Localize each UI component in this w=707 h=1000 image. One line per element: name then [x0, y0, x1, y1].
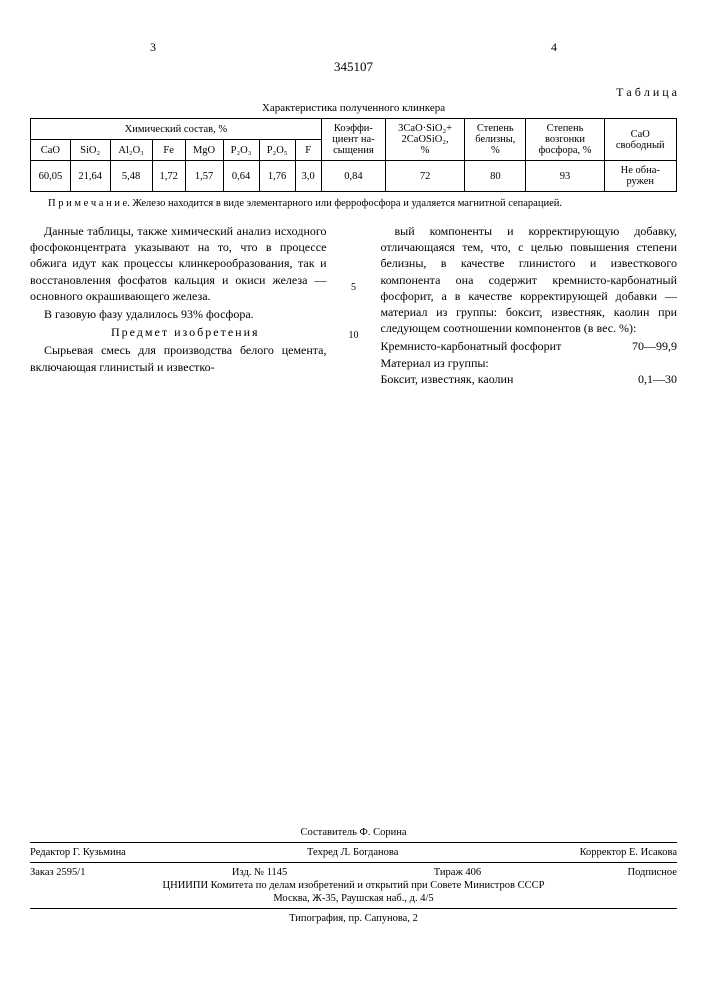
editor: Редактор Г. Кузьмина — [30, 847, 126, 858]
col-cao-free: CaO свободный — [604, 119, 676, 161]
corrector: Корректор Е. Исакова — [580, 847, 677, 858]
typography-line: Типография, пр. Сапунова, 2 — [30, 913, 677, 924]
col-mgo: MgO — [185, 140, 223, 161]
address-line: Москва, Ж-35, Раушская наб., д. 4/5 — [30, 893, 677, 904]
table-label: Т а б л и ц а — [30, 85, 677, 100]
tirazh: Тираж 406 — [434, 867, 481, 878]
ratio3-label: Боксит, известняк, каолин — [381, 371, 514, 387]
tech-editor: Техред Л. Богданова — [307, 847, 398, 858]
org-line: ЦНИИПИ Комитета по делам изобретений и о… — [30, 880, 677, 891]
clinker-table: Химический состав, % Коэффи- циент на- с… — [30, 118, 677, 192]
ratio2-label: Материал из группы: — [381, 355, 489, 371]
left-column: Данные таблицы, также химический анализ … — [30, 223, 327, 387]
ratio1-label: Кремнисто-карбонатный фосфорит — [381, 338, 562, 354]
chem-group-header: Химический состав, % — [31, 119, 322, 140]
ratio1-value: 70—99,9 — [632, 338, 677, 354]
line-marker-5: 5 — [351, 281, 356, 295]
col-whiteness: Степень белизны, % — [465, 119, 526, 161]
line-number-gutter: 5 10 — [347, 223, 361, 387]
col-coefficient: Коэффи- циент на- сыщения — [321, 119, 385, 161]
col-phosphorus: Степень возгонки фосфора, % — [526, 119, 604, 161]
line-marker-10: 10 — [349, 329, 359, 343]
table-data-row: 60,05 21,64 5,48 1,72 1,57 0,64 1,76 3,0… — [31, 161, 677, 192]
right-p1: вый компоненты и корректирующую добавку,… — [381, 223, 678, 336]
print-info-line: Заказ 2595/1 Изд. № 1145 Тираж 406 Подпи… — [30, 867, 677, 878]
izd-number: Изд. № 1145 — [232, 867, 287, 878]
col-fe: Fe — [152, 140, 185, 161]
composition-ratios: Кремнисто-карбонатный фосфорит 70—99,9 М… — [381, 338, 678, 387]
footer: Составитель Ф. Сорина Редактор Г. Кузьми… — [30, 827, 677, 924]
invention-subject-title: Предмет изобретения — [30, 324, 327, 340]
col-f: F — [295, 140, 321, 161]
left-p3: Сырьевая смесь для производства белого ц… — [30, 342, 327, 374]
left-page-number: 3 — [150, 40, 156, 55]
staff-line: Редактор Г. Кузьмина Техред Л. Богданова… — [30, 847, 677, 858]
podpisnoe: Подписное — [628, 867, 677, 878]
body-columns: Данные таблицы, также химический анализ … — [30, 223, 677, 387]
right-column: вый компоненты и корректирующую добавку,… — [381, 223, 678, 387]
right-page-number: 4 — [551, 40, 557, 55]
col-sio2: SiO₂ — [70, 140, 110, 161]
table-caption: Характеристика полученного клинкера — [30, 102, 677, 114]
document-number: 345107 — [30, 59, 677, 75]
col-3cao: 3CaO·SiO₂+ 2CaOSiO₂, % — [386, 119, 465, 161]
order-number: Заказ 2595/1 — [30, 867, 85, 878]
col-p2o3: P₂O₃ — [223, 140, 259, 161]
col-al2o3: Al₂O₃ — [110, 140, 152, 161]
col-cao: CaO — [31, 140, 71, 161]
col-p2o5: P₂O₅ — [259, 140, 295, 161]
table-header-row-1: Химический состав, % Коэффи- циент на- с… — [31, 119, 677, 140]
page-header: 3 4 345107 — [30, 40, 677, 75]
compiler-line: Составитель Ф. Сорина — [30, 827, 677, 838]
left-p2: В газовую фазу удалилось 93% фосфора. — [30, 306, 327, 322]
table-note: П р и м е ч а н и е. Железо находится в … — [30, 198, 677, 209]
left-p1: Данные таблицы, также химический анализ … — [30, 223, 327, 304]
ratio3-value: 0,1—30 — [638, 371, 677, 387]
